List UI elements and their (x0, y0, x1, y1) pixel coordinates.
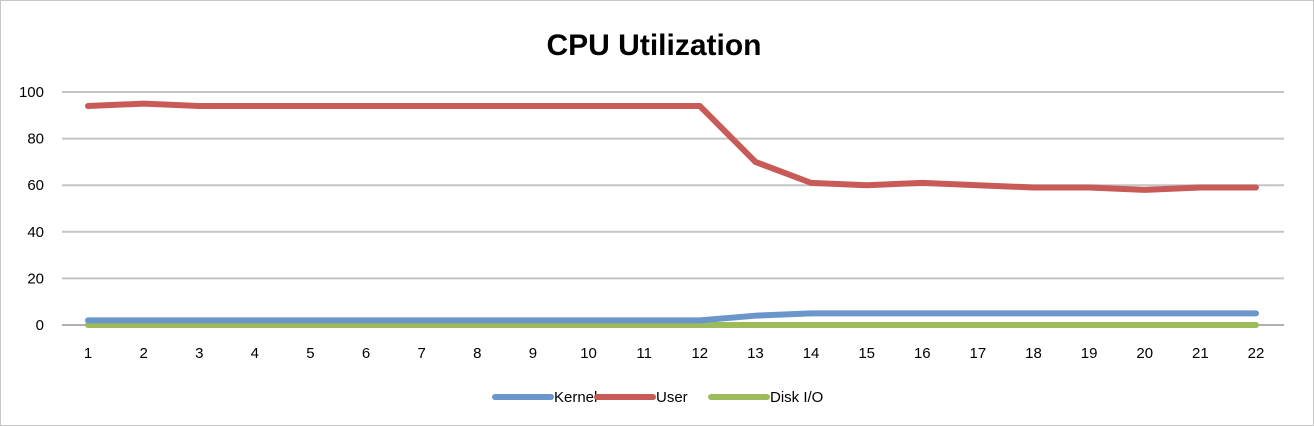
x-tick-label: 9 (529, 345, 537, 362)
series-line-kernel (85, 310, 1259, 324)
x-tick-label: 4 (251, 345, 259, 362)
x-tick-label: 22 (1248, 345, 1265, 362)
x-tick-label: 6 (362, 345, 370, 362)
gridlines (62, 91, 1284, 326)
y-tick-label: 80 (27, 131, 44, 148)
x-tick-label: 20 (1136, 345, 1153, 362)
y-axis-tick-labels: 0 20 40 60 80 100 (19, 84, 44, 334)
x-tick-label: 2 (139, 345, 147, 362)
y-tick-label: 0 (36, 317, 44, 334)
x-tick-label: 21 (1192, 345, 1209, 362)
x-tick-label: 19 (1081, 345, 1098, 362)
x-tick-label: 10 (580, 345, 597, 362)
x-tick-label: 14 (803, 345, 820, 362)
legend-label: User (656, 389, 688, 406)
series-lines (85, 100, 1259, 328)
x-tick-label: 18 (1025, 345, 1042, 362)
legend: Kernel User Disk I/O (492, 389, 823, 406)
x-tick-label: 13 (747, 345, 764, 362)
x-tick-label: 3 (195, 345, 203, 362)
x-tick-label: 17 (970, 345, 987, 362)
series-line-user (85, 100, 1259, 193)
x-tick-label: 15 (858, 345, 875, 362)
legend-label: Disk I/O (770, 389, 823, 406)
x-tick-label: 8 (473, 345, 481, 362)
chart-title: CPU Utilization (547, 29, 762, 62)
x-axis-tick-labels: 1 2 3 4 5 6 7 8 9 10 11 12 13 14 15 16 17 18 19 20 21 22 (84, 345, 1265, 362)
y-tick-label: 100 (19, 84, 44, 101)
y-tick-label: 20 (27, 270, 44, 287)
x-tick-label: 16 (914, 345, 931, 362)
legend-label: Kernel (554, 389, 597, 406)
x-tick-label: 12 (691, 345, 708, 362)
x-tick-label: 5 (306, 345, 314, 362)
x-tick-label: 7 (418, 345, 426, 362)
y-tick-label: 60 (27, 177, 44, 194)
y-tick-label: 40 (27, 224, 44, 241)
x-tick-label: 11 (636, 345, 652, 362)
x-tick-label: 1 (84, 345, 92, 362)
